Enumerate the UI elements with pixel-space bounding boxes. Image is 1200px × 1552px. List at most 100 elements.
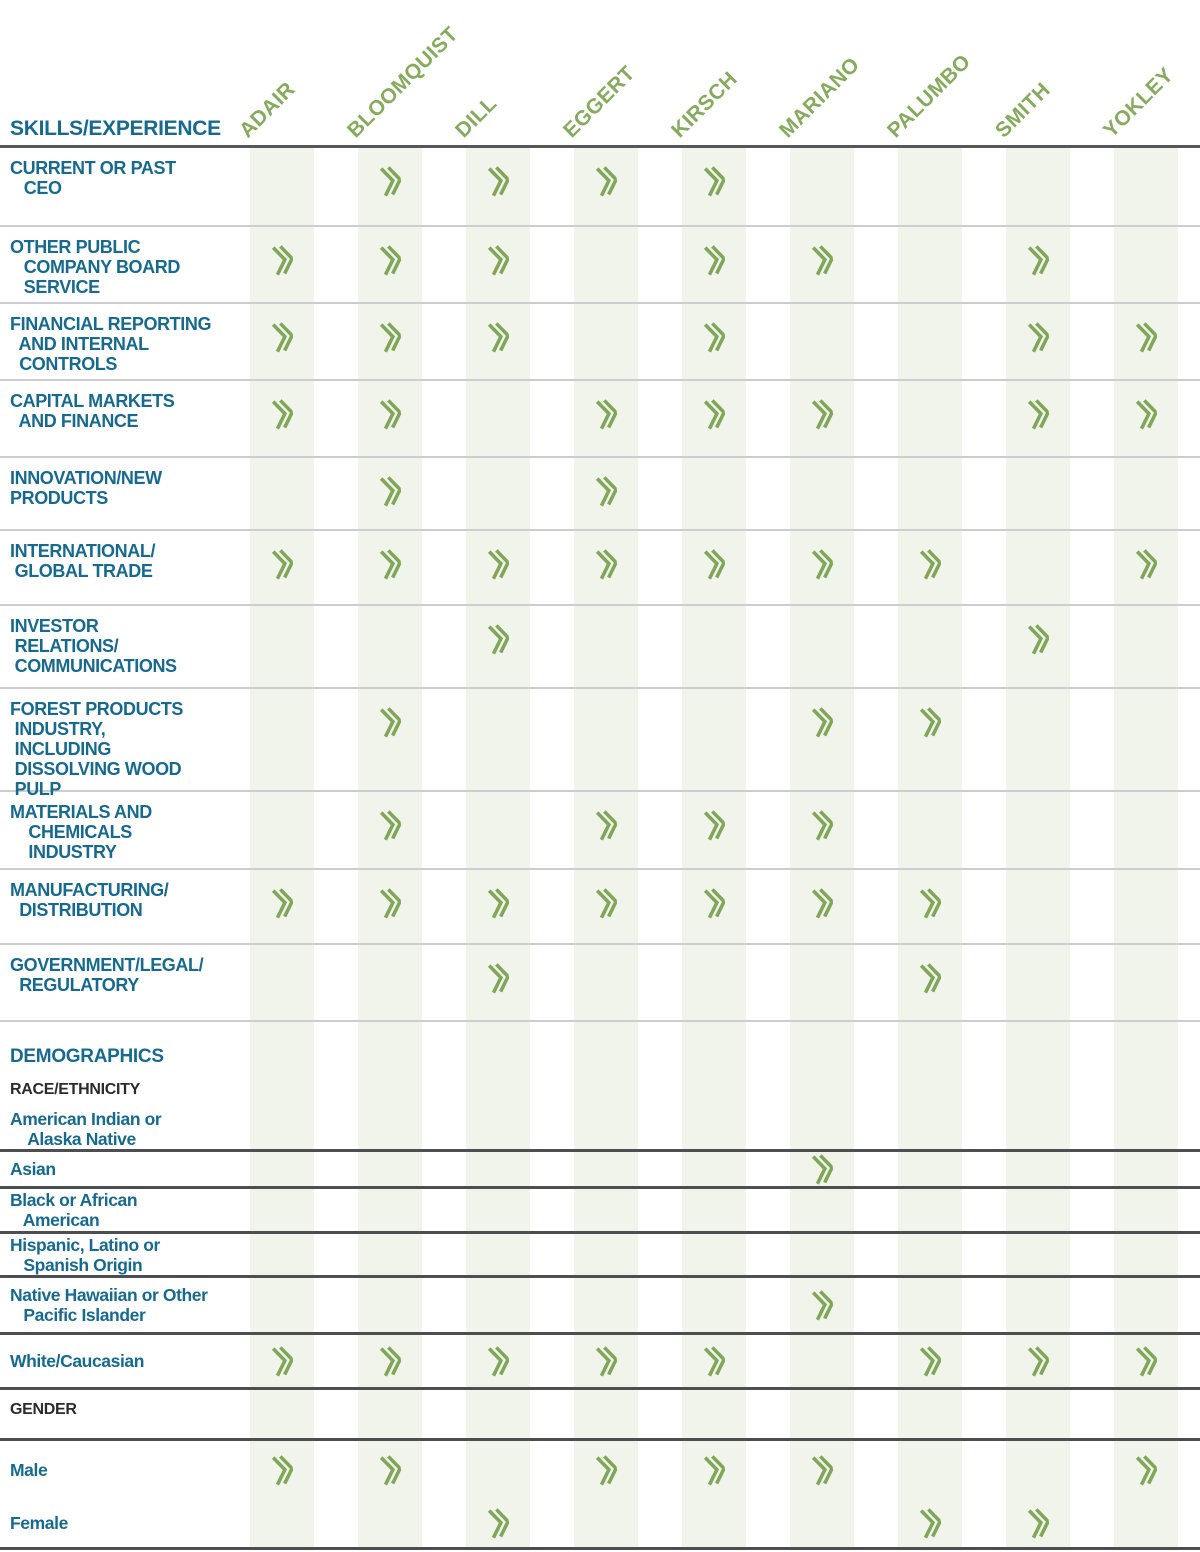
matrix-row: Black or African American [0, 1189, 1200, 1234]
double-chevron-right-icon [919, 1508, 942, 1539]
empty-cell [336, 606, 444, 687]
double-chevron-right-icon [595, 476, 618, 507]
empty-cell [984, 1278, 1092, 1332]
empty-cell [1092, 870, 1200, 943]
director-name: MARIANO [775, 53, 865, 143]
double-chevron-right-icon [379, 476, 402, 507]
director-name: BLOOMQUIST [343, 22, 463, 143]
double-chevron-right-icon [1027, 245, 1050, 276]
manufacturing-distribution-label: MANUFACTURING/ DISTRIBUTION [0, 870, 228, 943]
empty-cell [660, 1152, 768, 1186]
label-line: Spanish Origin [10, 1254, 143, 1275]
column-stripe [250, 148, 314, 1549]
double-chevron-right-icon [703, 399, 726, 430]
double-chevron-right-icon [379, 888, 402, 919]
matrix-row: GOVERNMENT/LEGAL/ REGULATORY [0, 945, 1200, 1022]
column-stripe [1006, 148, 1070, 1549]
matrix-row: CURRENT OR PAST CEO [0, 148, 1200, 227]
empty-cell [984, 1390, 1092, 1438]
label-line: CURRENT OR PAST [10, 158, 176, 178]
double-chevron-right-icon [379, 245, 402, 276]
double-chevron-right-icon [703, 810, 726, 841]
empty-cell [660, 458, 768, 529]
label-line: DISTRIBUTION [10, 900, 143, 920]
row-cells [228, 1070, 1200, 1108]
empty-cell [768, 1335, 876, 1387]
label-line: AND INTERNAL [10, 334, 150, 354]
double-chevron-right-icon [271, 399, 294, 430]
empty-cell [876, 227, 984, 302]
label-line: REGULATORY [10, 975, 139, 995]
empty-cell [228, 1278, 336, 1332]
check-cell [336, 531, 444, 604]
empty-cell [444, 1022, 552, 1070]
label-line: MANUFACTURING/ [10, 880, 169, 900]
empty-cell [660, 1234, 768, 1275]
check-cell [444, 870, 552, 943]
double-chevron-right-icon [811, 245, 834, 276]
empty-cell [660, 1022, 768, 1070]
double-chevron-right-icon [811, 1455, 834, 1486]
double-chevron-right-icon [1135, 549, 1158, 580]
double-chevron-right-icon [271, 1455, 294, 1486]
empty-cell [876, 1441, 984, 1499]
matrix-row: Male [0, 1441, 1200, 1499]
check-cell [660, 1441, 768, 1499]
empty-cell [984, 531, 1092, 604]
empty-cell [660, 1108, 768, 1149]
check-cell [660, 148, 768, 225]
double-chevron-right-icon [811, 549, 834, 580]
row-cells [228, 458, 1200, 529]
check-cell [984, 1335, 1092, 1387]
check-cell [768, 1441, 876, 1499]
check-cell [444, 227, 552, 302]
director-name: KIRSCH [667, 67, 742, 143]
check-cell [660, 227, 768, 302]
double-chevron-right-icon [379, 1346, 402, 1377]
matrix-row: INVESTOR RELATIONS/ COMMUNICATIONS [0, 606, 1200, 689]
double-chevron-right-icon [1135, 1346, 1158, 1377]
empty-cell [984, 1070, 1092, 1108]
empty-cell [444, 1189, 552, 1231]
current-or-past-ceo-label: CURRENT OR PAST CEO [0, 148, 228, 225]
row-cells [228, 1022, 1200, 1070]
check-cell [552, 148, 660, 225]
double-chevron-right-icon [595, 549, 618, 580]
row-cells [228, 689, 1200, 790]
empty-cell [660, 689, 768, 790]
check-cell [660, 870, 768, 943]
label-line: SERVICE [10, 277, 100, 297]
empty-cell [876, 1234, 984, 1275]
race-ethnicity-section-label: RACE/ETHNICITY [0, 1070, 228, 1108]
check-cell [444, 1499, 552, 1547]
double-chevron-right-icon [595, 810, 618, 841]
double-chevron-right-icon [487, 322, 510, 353]
double-chevron-right-icon [1027, 399, 1050, 430]
empty-cell [444, 1108, 552, 1149]
check-cell [768, 1278, 876, 1332]
double-chevron-right-icon [379, 166, 402, 197]
director-name: ADAIR [235, 77, 300, 143]
check-cell [444, 1335, 552, 1387]
double-chevron-right-icon [1135, 322, 1158, 353]
empty-cell [1092, 1499, 1200, 1547]
section-header-row: GENDER [0, 1390, 1200, 1441]
check-cell [768, 381, 876, 456]
double-chevron-right-icon [703, 1346, 726, 1377]
double-chevron-right-icon [703, 549, 726, 580]
column-stripe [466, 148, 530, 1549]
empty-cell [228, 1070, 336, 1108]
check-cell [768, 531, 876, 604]
empty-cell [228, 792, 336, 868]
check-cell [984, 381, 1092, 456]
empty-cell [768, 1499, 876, 1547]
matrix-row: FOREST PRODUCTS INDUSTRY, INCLUDING DISS… [0, 689, 1200, 799]
label-line: Alaska Native [10, 1128, 136, 1149]
check-cell [336, 689, 444, 790]
empty-cell [552, 227, 660, 302]
empty-cell [876, 1022, 984, 1070]
label-line: COMPANY BOARD [10, 257, 181, 277]
row-cells [228, 1335, 1200, 1387]
double-chevron-right-icon [1135, 399, 1158, 430]
empty-cell [768, 1070, 876, 1108]
